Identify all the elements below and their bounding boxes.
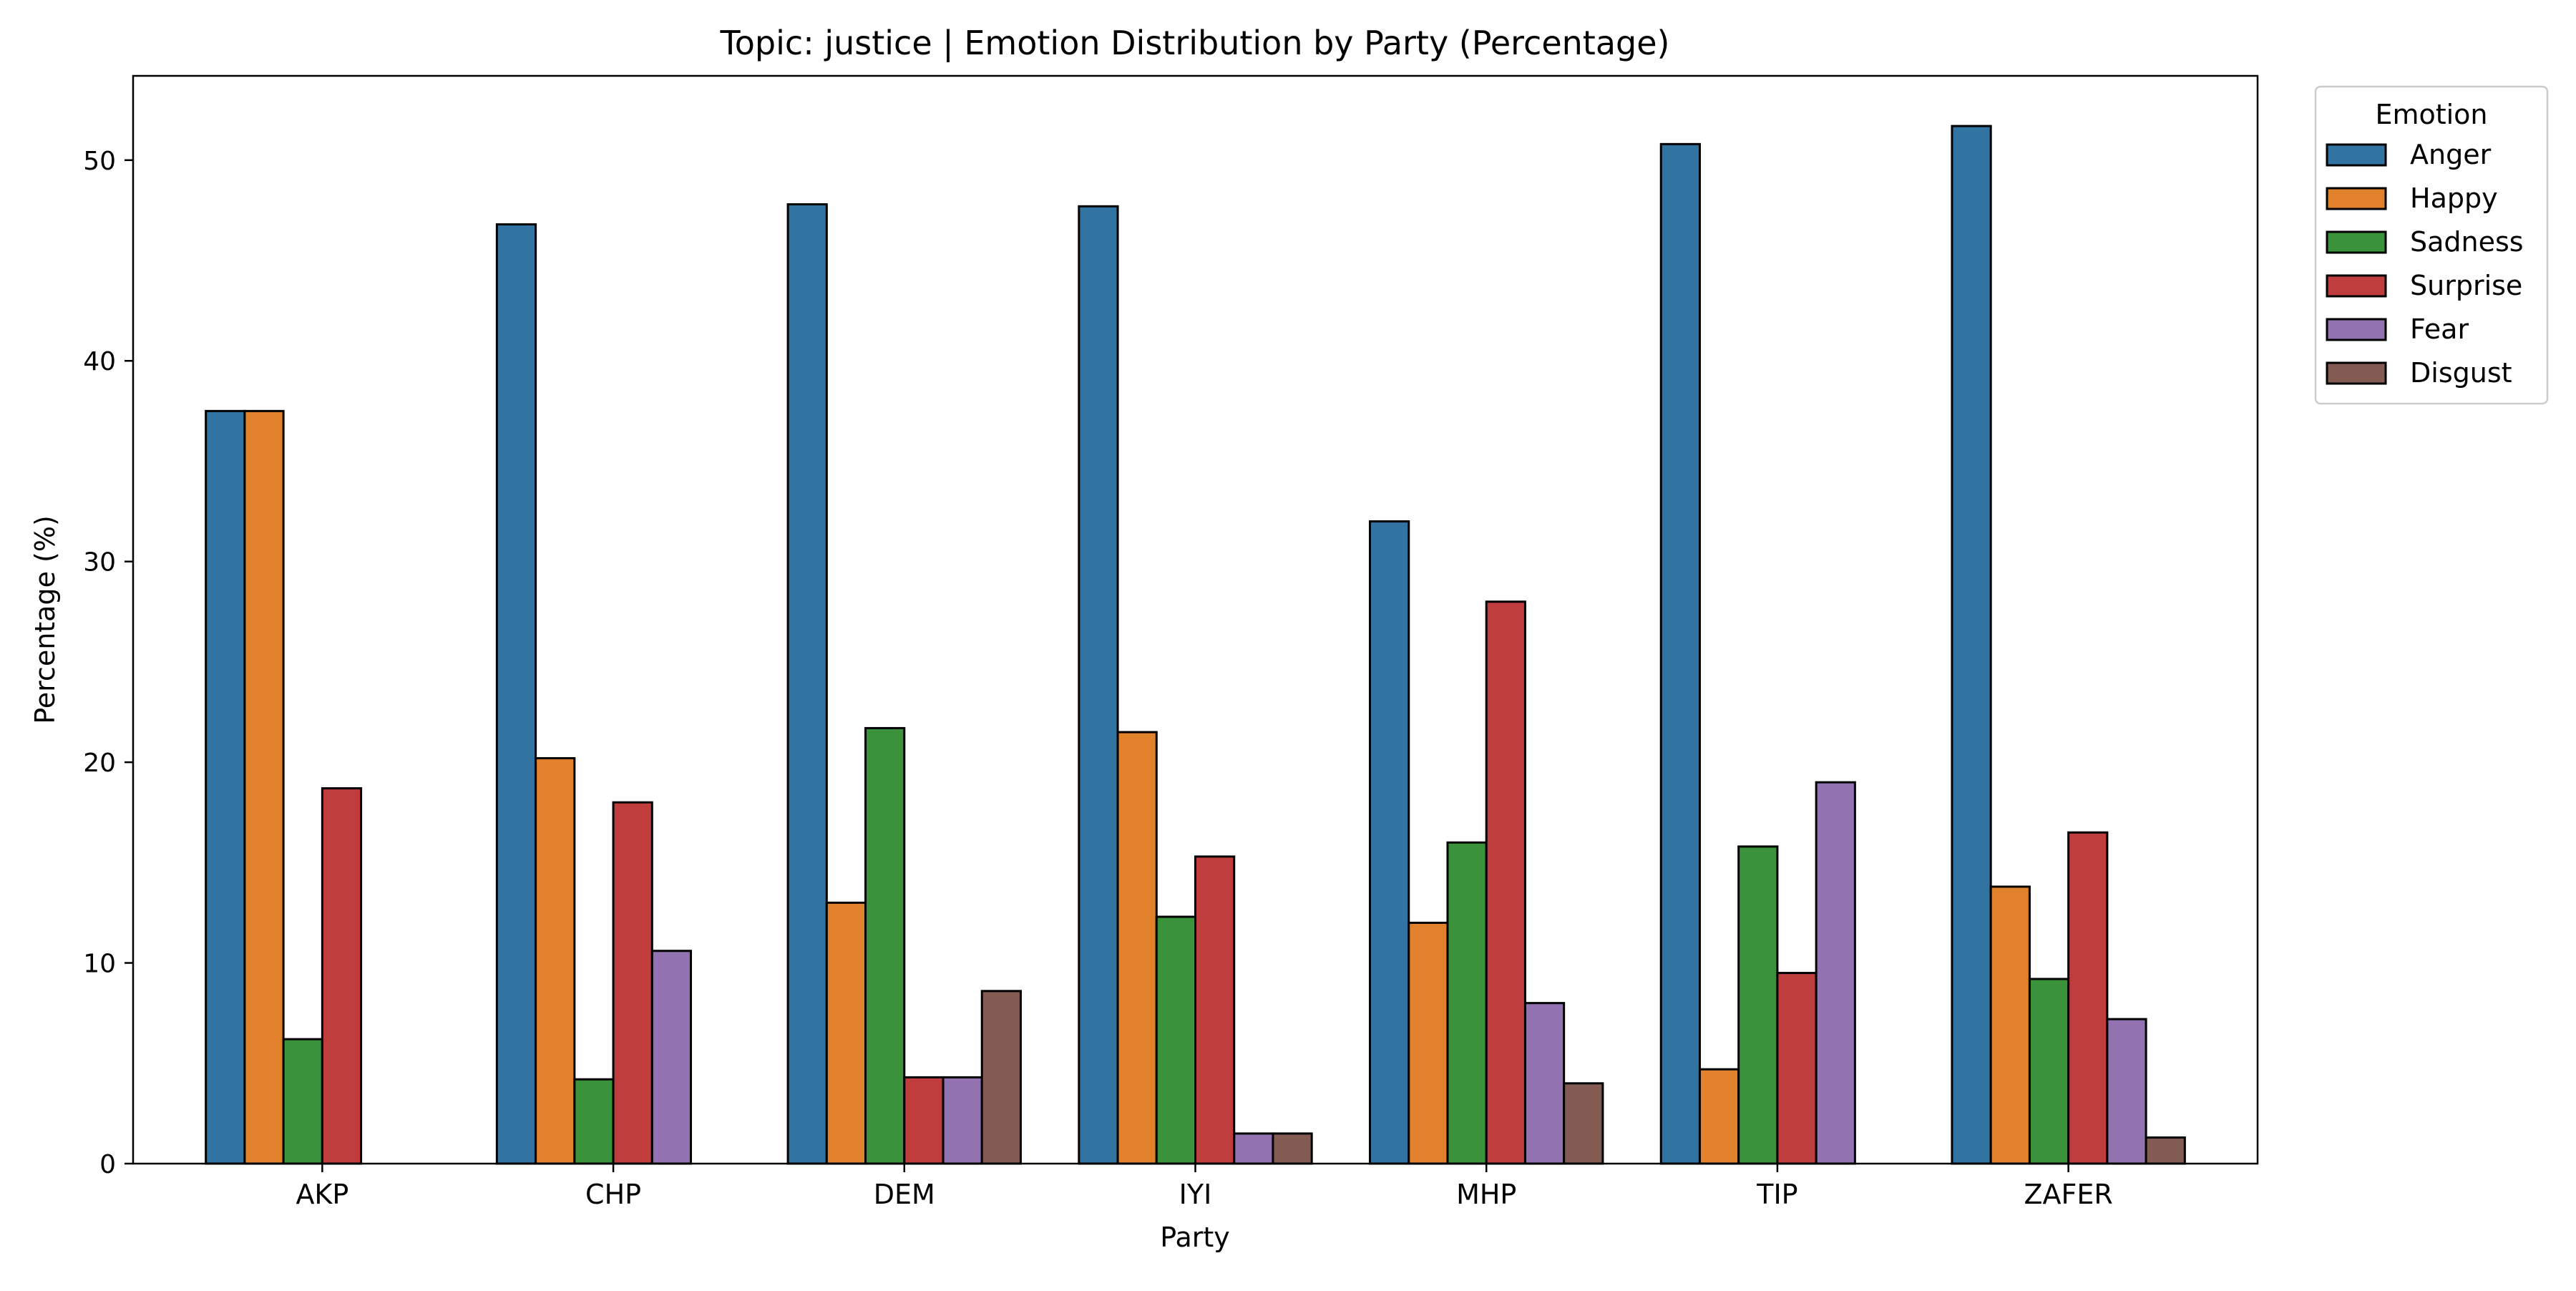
legend-swatch-disgust (2326, 361, 2387, 385)
bar-sadness-iyi (1155, 915, 1197, 1165)
y-tick-label-30: 30 (83, 548, 116, 578)
bar-anger-iyi (1078, 205, 1119, 1165)
bar-anger-chp (495, 223, 537, 1165)
x-tick-label-zafer: ZAFER (2024, 1179, 2112, 1210)
x-tick-label-chp: CHP (585, 1179, 641, 1210)
bar-surprise-akp (321, 787, 363, 1165)
bar-happy-zafer (1989, 885, 2031, 1165)
bar-happy-akp (243, 409, 285, 1165)
bar-happy-mhp (1407, 921, 1449, 1165)
bar-anger-akp (205, 409, 246, 1165)
bar-disgust-dem (980, 990, 1022, 1165)
bar-sadness-zafer (2028, 978, 2070, 1165)
bar-sadness-tip (1737, 845, 1779, 1165)
bar-surprise-iyi (1194, 855, 1236, 1165)
x-axis: AKP CHP DEM IYI MHP TIP ZAFER (296, 1164, 2113, 1210)
bar-surprise-mhp (1485, 600, 1526, 1165)
legend: Emotion Anger Happy Sadness Surprise Fear Dis… (2314, 85, 2549, 405)
legend-label-fear: Fear (2410, 313, 2469, 345)
x-tick-label-akp: AKP (296, 1179, 348, 1210)
bar-anger-mhp (1369, 520, 1410, 1165)
bar-surprise-dem (903, 1076, 945, 1165)
bar-fear-chp (650, 950, 693, 1165)
bar-surprise-zafer (2067, 831, 2109, 1165)
y-axis-label: Percentage (%) (29, 515, 61, 724)
bar-happy-chp (535, 757, 576, 1165)
bar-fear-dem (942, 1076, 983, 1165)
bar-sadness-akp (282, 1038, 323, 1165)
legend-swatch-surprise (2326, 274, 2387, 298)
y-tick-label-50: 50 (83, 147, 116, 176)
legend-swatch-fear (2326, 318, 2387, 341)
legend-items: Anger Happy Sadness Surprise Fear Disgust (2326, 139, 2524, 389)
legend-swatch-happy (2326, 187, 2387, 210)
bar-fear-zafer (2106, 1018, 2147, 1165)
legend-label-anger: Anger (2410, 139, 2492, 170)
x-tick-label-mhp: MHP (1456, 1179, 1516, 1210)
bar-fear-tip (1815, 781, 1856, 1165)
bar-surprise-tip (1776, 972, 1818, 1165)
y-tick-label-20: 20 (83, 749, 116, 778)
bar-happy-iyi (1116, 731, 1158, 1165)
x-axis-label: Party (1160, 1222, 1230, 1253)
bars-layer (205, 125, 2186, 1165)
y-tick-label-10: 10 (83, 950, 116, 979)
legend-label-disgust: Disgust (2410, 357, 2512, 389)
bar-fear-iyi (1233, 1132, 1274, 1165)
bar-disgust-iyi (1272, 1132, 1313, 1165)
bar-disgust-zafer (2145, 1136, 2186, 1165)
chart-title: Topic: justice | Emotion Distribution by… (720, 24, 1670, 63)
bar-anger-tip (1659, 142, 1701, 1165)
x-tick-label-dem: DEM (874, 1179, 935, 1210)
y-tick-label-0: 0 (99, 1150, 116, 1179)
bar-anger-zafer (1951, 125, 1992, 1165)
x-tick-label-tip: TIP (1756, 1179, 1797, 1210)
y-axis: 0 10 20 30 40 50 (83, 147, 133, 1179)
y-tick-label-40: 40 (83, 347, 116, 376)
legend-swatch-anger (2326, 143, 2387, 167)
bar-sadness-mhp (1446, 841, 1488, 1165)
bar-anger-dem (786, 203, 828, 1165)
bar-fear-mhp (1523, 1002, 1566, 1165)
legend-label-happy: Happy (2410, 182, 2498, 214)
x-tick-label-iyi: IYI (1179, 1179, 1212, 1210)
legend-label-sadness: Sadness (2410, 226, 2524, 258)
bar-sadness-chp (573, 1078, 615, 1165)
bar-surprise-chp (612, 801, 653, 1165)
legend-label-surprise: Surprise (2410, 270, 2522, 301)
bar-sadness-dem (864, 726, 906, 1165)
bar-happy-dem (825, 901, 867, 1165)
legend-swatch-sadness (2326, 230, 2387, 254)
bar-happy-tip (1698, 1068, 1740, 1165)
bar-disgust-mhp (1563, 1082, 1604, 1165)
legend-title: Emotion (2375, 99, 2487, 130)
